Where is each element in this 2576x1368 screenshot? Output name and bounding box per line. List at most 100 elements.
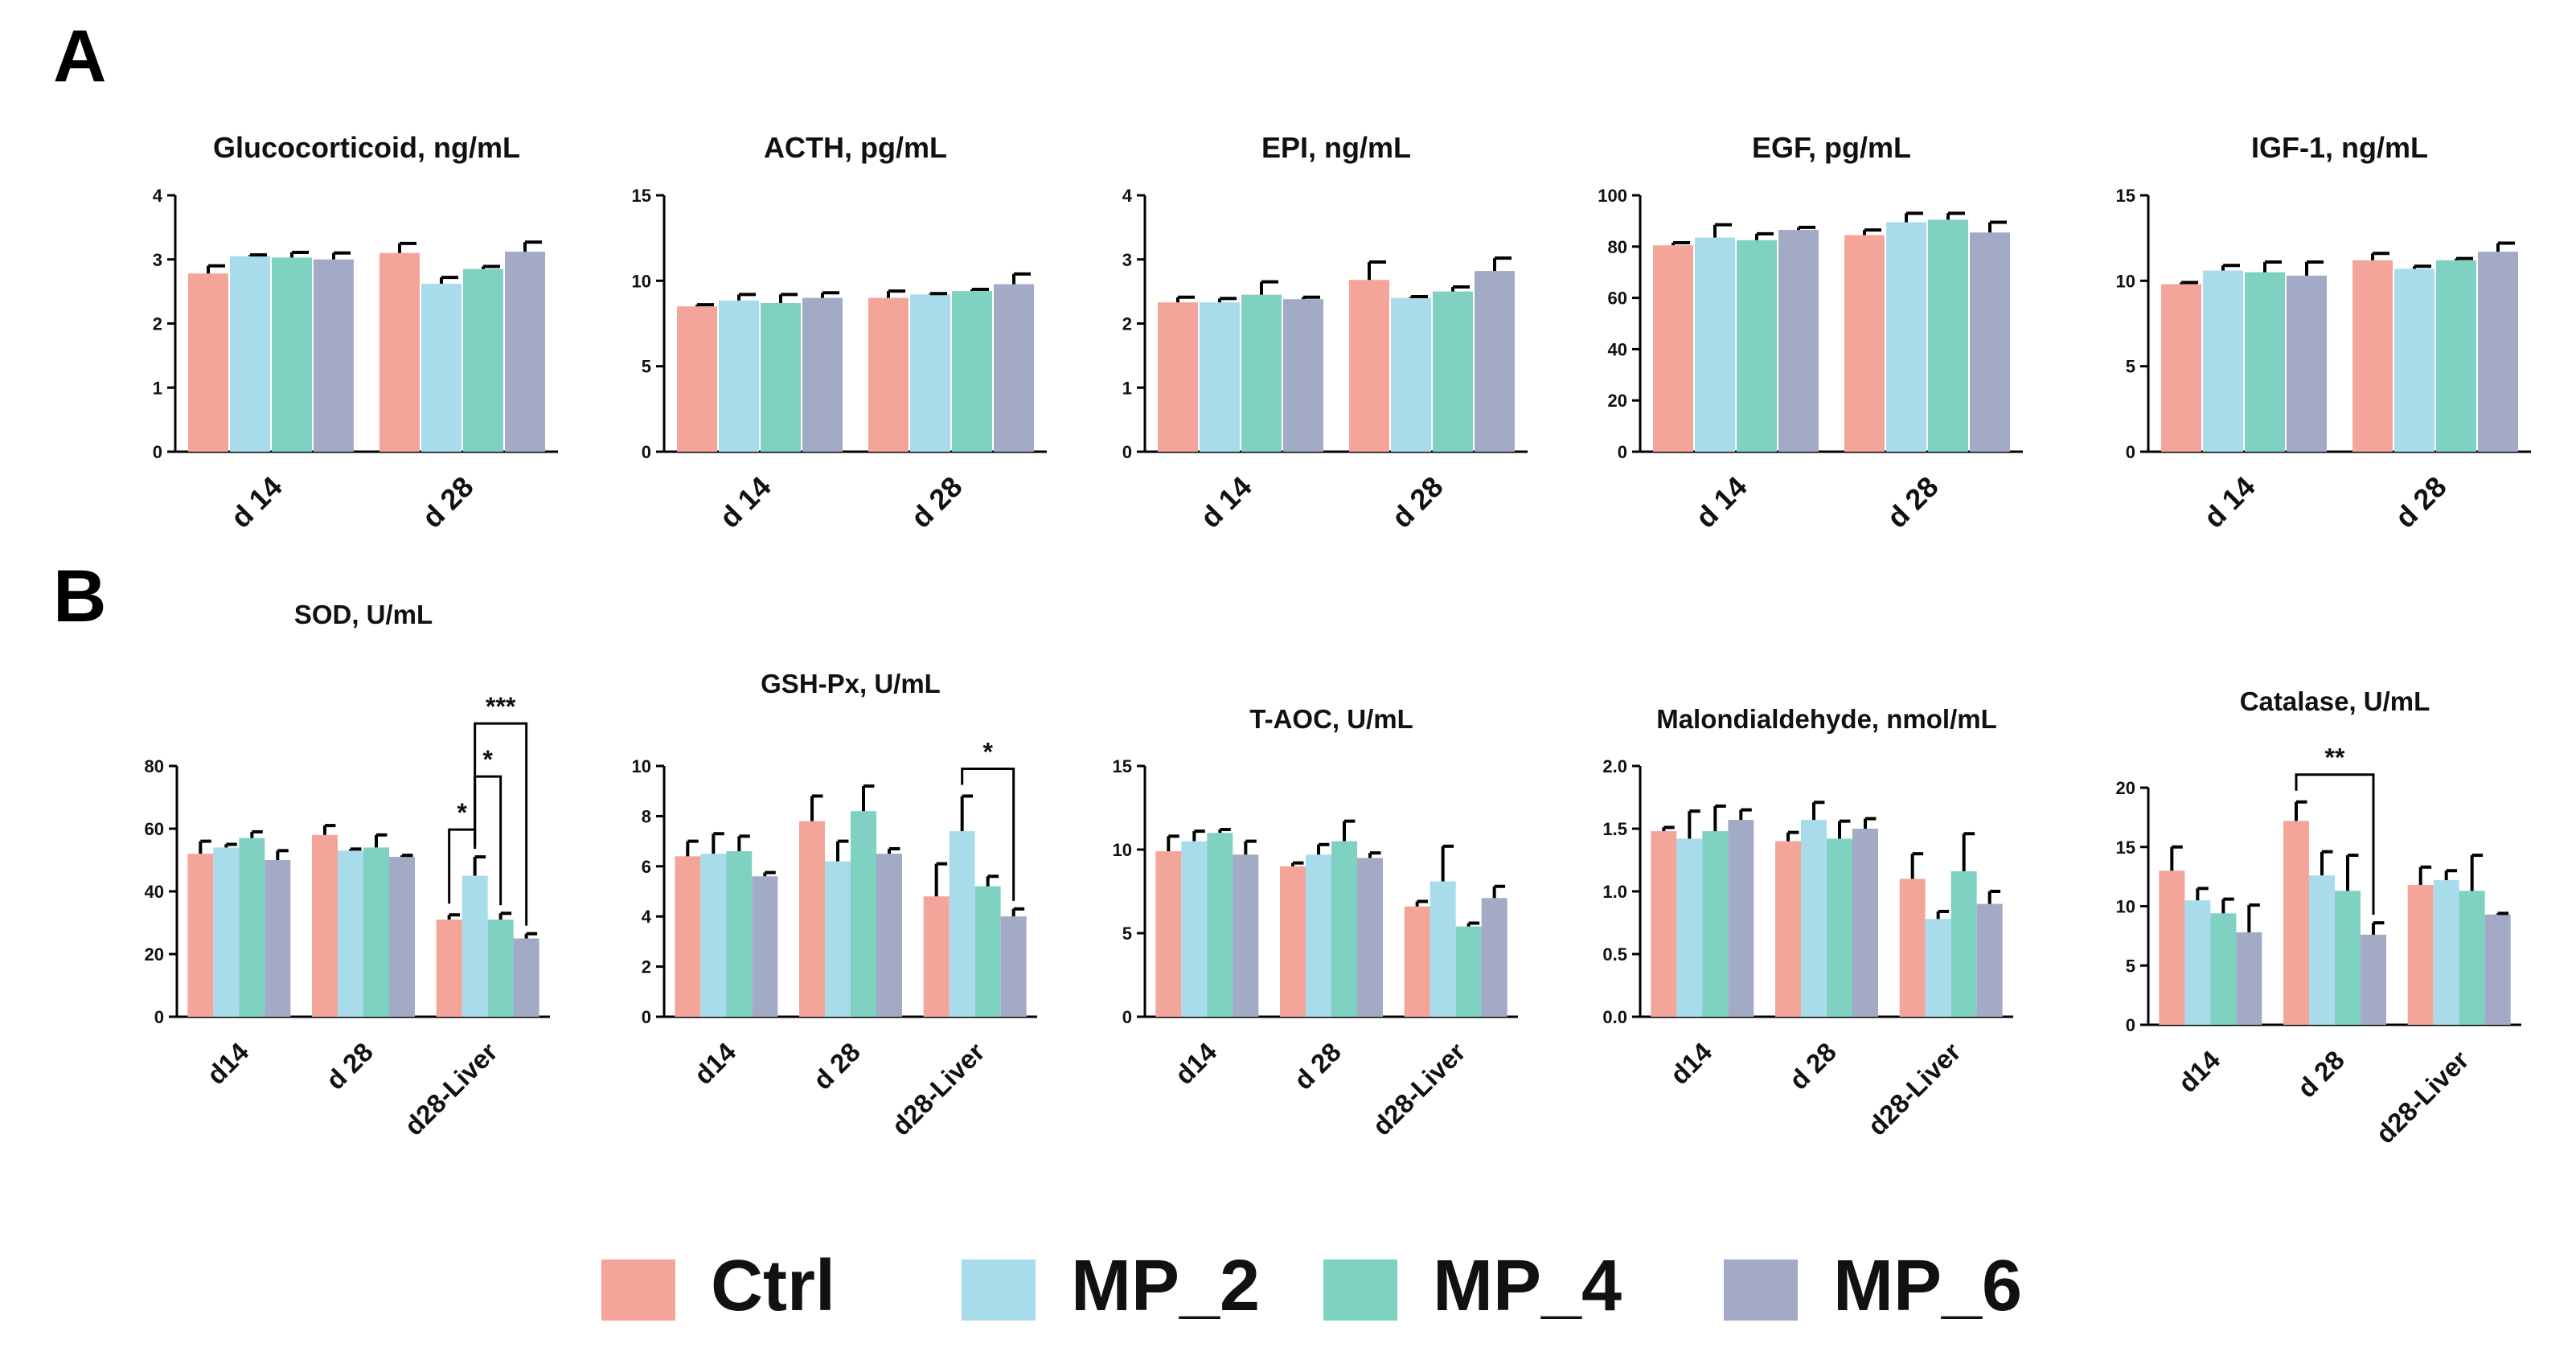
- chart-title: Glucocorticoid, ng/mL: [213, 131, 520, 164]
- bar-mp4: [2210, 913, 2237, 1025]
- y-tick-label: 0.0: [1602, 1007, 1627, 1027]
- x-tick-label: d 28: [1385, 470, 1450, 535]
- chart-3: EPI, ng/mL 0 1 2 3 4 d 14 d 28: [1122, 131, 1528, 535]
- chart-title: Malondialdehyde, nmol/mL: [1656, 704, 1997, 734]
- bar-mp4: [363, 847, 389, 1017]
- bar-ctrl: [436, 920, 462, 1017]
- bar-mp4: [1455, 926, 1482, 1017]
- bar-mp6: [1778, 230, 1819, 452]
- x-tick-label: d 28: [1288, 1037, 1347, 1096]
- bar-mp2: [2394, 268, 2434, 452]
- bar-mp6: [1357, 858, 1383, 1017]
- x-tick-label: d28-Liver: [399, 1037, 503, 1141]
- y-tick-label: 5: [2126, 956, 2135, 976]
- chart-title: SOD, U/mL: [294, 600, 433, 629]
- bar-mp2: [910, 294, 950, 452]
- y-tick-label: 6: [642, 857, 651, 877]
- chart-title: ACTH, pg/mL: [764, 131, 947, 164]
- y-tick-label: 8: [642, 806, 651, 826]
- bar-mp2: [213, 847, 240, 1017]
- bar-ctrl: [1899, 879, 1926, 1017]
- x-tick-label: d28-Liver: [886, 1037, 991, 1141]
- x-tick-label: d14: [201, 1036, 255, 1090]
- bar-mp4: [1737, 240, 1777, 452]
- bar-mp4: [2335, 891, 2361, 1025]
- bar-mp4: [1827, 838, 1852, 1017]
- panel-label-b: B: [53, 555, 107, 637]
- bar-ctrl: [675, 856, 701, 1017]
- bar-mp6: [2361, 934, 2386, 1025]
- x-tick-label: d 28: [2291, 1045, 2350, 1104]
- legend-label-ctrl: Ctrl: [711, 1246, 835, 1326]
- legend-label-mp2: MP_2: [1071, 1246, 1261, 1326]
- y-tick-label: 3: [1122, 250, 1132, 270]
- bar-mp2: [1430, 881, 1456, 1017]
- y-tick-label: 4: [153, 186, 163, 206]
- chart-title: EPI, ng/mL: [1261, 131, 1411, 164]
- bar-mp6: [802, 297, 843, 452]
- bar-mp4: [851, 811, 876, 1017]
- chart-title: T-AOC, U/mL: [1249, 704, 1413, 734]
- bar-ctrl: [1155, 851, 1182, 1017]
- y-tick-label: 10: [1113, 840, 1132, 860]
- bar-mp6: [505, 252, 545, 452]
- y-tick-label: 5: [1122, 924, 1132, 944]
- chart-title: Catalase, U/mL: [2240, 686, 2430, 716]
- y-tick-label: 1: [1122, 378, 1132, 398]
- chart-title: IGF-1, ng/mL: [2251, 131, 2428, 164]
- y-tick-label: 0: [642, 442, 651, 462]
- y-tick-label: 4: [1122, 186, 1133, 206]
- y-tick-label: 5: [2126, 357, 2135, 377]
- y-tick-label: 40: [145, 882, 164, 902]
- bar-ctrl: [2161, 284, 2201, 452]
- y-tick-label: 0: [642, 1007, 651, 1027]
- bar-mp4: [463, 268, 503, 452]
- x-tick-label: d 14: [1194, 470, 1258, 535]
- bar-ctrl: [1158, 302, 1198, 452]
- bar-mp6: [1475, 271, 1515, 452]
- x-tick-label: d 28: [2389, 470, 2453, 535]
- x-tick-label: d 28: [904, 470, 969, 535]
- chart-2: ACTH, pg/mL 0 5 10 15 d 14 d 28: [632, 131, 1047, 535]
- bar-mp6: [876, 854, 902, 1017]
- bar-mp2: [421, 284, 461, 452]
- bar-mp4: [2459, 891, 2485, 1025]
- bar-mp2: [338, 850, 363, 1017]
- y-tick-label: 0.5: [1602, 944, 1627, 965]
- legend: Ctrl MP_2 MP_4 MP_6: [0, 1242, 2576, 1346]
- bar-ctrl: [1651, 831, 1677, 1017]
- chart-7: GSH-Px, U/mL 0 2 4 6 8 10 d14 d 28 d28-Liver *: [632, 669, 1037, 1141]
- x-tick-label: d 28: [1881, 470, 1945, 535]
- bar-mp2: [230, 256, 270, 452]
- y-tick-label: 40: [1608, 339, 1627, 359]
- bar-mp2: [2309, 875, 2335, 1025]
- bar-mp6: [1728, 820, 1754, 1017]
- bar-mp4: [2436, 260, 2476, 452]
- y-tick-label: 80: [1608, 237, 1627, 257]
- x-tick-label: d 28: [807, 1037, 866, 1096]
- y-tick-label: 15: [632, 186, 651, 206]
- bar-mp6: [1970, 232, 2010, 452]
- bar-mp6: [389, 857, 415, 1017]
- bar-ctrl: [1404, 906, 1430, 1017]
- significance-bracket: [2295, 773, 2375, 915]
- bar-mp2: [1181, 841, 1208, 1017]
- y-tick-label: 0: [1122, 1007, 1132, 1027]
- bar-mp6: [1852, 829, 1878, 1017]
- x-tick-label: d28-Liver: [2370, 1045, 2475, 1149]
- y-tick-label: 60: [1608, 289, 1627, 309]
- y-tick-label: 15: [2116, 186, 2135, 206]
- bar-ctrl: [2352, 260, 2393, 452]
- y-tick-label: 80: [145, 756, 164, 776]
- bar-mp2: [1391, 297, 1431, 452]
- legend-swatch-mp2: [962, 1259, 1036, 1321]
- bar-mp2: [1200, 302, 1240, 452]
- bar-mp6: [2287, 275, 2327, 452]
- y-tick-label: 0: [1618, 442, 1627, 462]
- bar-ctrl: [1349, 280, 1389, 452]
- y-tick-label: 10: [2116, 897, 2135, 917]
- bar-ctrl: [923, 896, 950, 1017]
- bar-mp4: [1433, 291, 1473, 452]
- bar-ctrl: [2159, 870, 2185, 1025]
